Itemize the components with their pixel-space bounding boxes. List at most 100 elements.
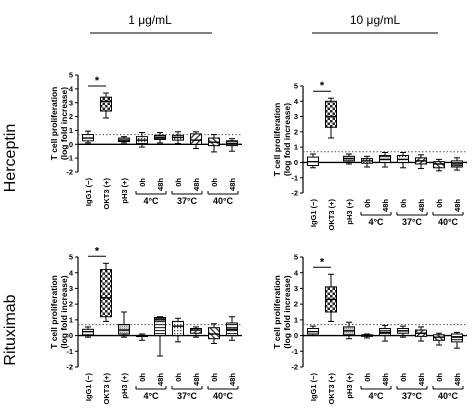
box-body: [100, 269, 112, 318]
y-tick-label: 1: [294, 143, 298, 152]
x-tick-label: 0h: [138, 373, 147, 382]
box-body: [118, 324, 130, 335]
group-label: 37°C: [177, 391, 198, 401]
group-label: 37°C: [402, 217, 423, 227]
box-9: [226, 316, 238, 341]
group-label: 37°C: [402, 391, 423, 401]
x-tick-label: IgG1 (−): [84, 373, 93, 402]
box-body: [100, 96, 112, 112]
group-label: 37°C: [177, 196, 198, 206]
y-tick-label: -1: [66, 154, 73, 163]
box-1: [82, 326, 94, 338]
box-6: [172, 317, 184, 343]
x-tick-label: 0h: [138, 178, 147, 187]
box-9: [226, 138, 238, 152]
group-label: 40°C: [438, 391, 459, 401]
x-tick-label: 48h: [192, 178, 201, 191]
y-tick-label: -2: [66, 363, 73, 372]
box-1: [82, 130, 94, 144]
box-body: [451, 333, 463, 343]
row-label-2: Rituximab: [2, 294, 19, 365]
y-tick-label: 4: [69, 84, 74, 93]
box-3: [118, 311, 130, 338]
x-tick-label: 48h: [417, 199, 426, 212]
x-tick-label: 48h: [417, 373, 426, 386]
box-5: [154, 132, 166, 144]
x-tick-label: IgG1 (−): [309, 373, 318, 402]
y-tick-label: -1: [291, 173, 298, 182]
group-label: 40°C: [213, 391, 234, 401]
y-tick-label: -2: [291, 363, 298, 372]
box-9: [451, 157, 463, 171]
chart-panel-herceptin-1ug: -2 -1 0 1 2 3 4 5T cell proliferation(log fold …: [49, 71, 242, 210]
y-tick-label: 3: [294, 112, 298, 121]
box-4: [136, 333, 148, 341]
x-tick-label: 0h: [210, 178, 219, 187]
box-4: [361, 333, 373, 339]
y-tick-label: 2: [294, 127, 298, 136]
y-tick-label: 1: [69, 126, 73, 135]
box-7: [190, 131, 202, 149]
box-1: [307, 325, 319, 337]
y-tick-label: 0: [69, 140, 73, 149]
box-6: [397, 325, 409, 338]
box-4: [361, 155, 373, 168]
x-tick-label: 48h: [453, 373, 462, 386]
x-tick-label: 48h: [156, 373, 165, 386]
box-3: [343, 153, 355, 165]
row-label-1: Herceptin: [2, 124, 19, 192]
box-5: [379, 151, 391, 168]
y-tick-label: 2: [294, 300, 298, 309]
box-4: [136, 132, 148, 148]
box-3: [343, 321, 355, 340]
chart-panel-rituximab-10ug: -2 -1 0 1 2 3 4 5 T cell proliferation(log fold …: [272, 253, 467, 405]
box-body: [172, 320, 184, 337]
significance-star: *: [320, 80, 325, 92]
box-2: [325, 97, 337, 139]
y-tick-label: 4: [294, 97, 299, 106]
y-tick-label: 3: [294, 284, 298, 293]
group-label: 4°C: [368, 217, 384, 227]
x-tick-label: 0h: [399, 199, 408, 208]
x-tick-label: pH3 (+): [345, 373, 354, 399]
x-tick-label: IgG1 (−): [309, 199, 318, 228]
box-8: [208, 134, 220, 153]
x-tick-label: OKT3 (+): [327, 373, 336, 405]
x-tick-label: IgG1 (−): [84, 178, 93, 207]
y-axis-label: T cell proliferation(log fold increase): [49, 87, 69, 161]
y-tick-label: 2: [69, 300, 73, 309]
significance-star: *: [320, 256, 325, 268]
column-header-2: 10 μg/mL: [350, 13, 401, 27]
box-8: [208, 323, 220, 344]
x-tick-label: 48h: [381, 199, 390, 212]
x-tick-label: 48h: [156, 178, 165, 191]
chart-panel-herceptin-10ug: -2 -1 0 1 2 3 4 5 T cell proliferation(log fold …: [272, 80, 467, 230]
chart-panel-rituximab-1ug: -2 -1 0 1 2 3 4 5 T cell proliferation(log fold …: [49, 245, 242, 404]
x-tick-label: 0h: [435, 199, 444, 208]
y-tick-label: 4: [294, 268, 299, 277]
y-tick-label: 2: [69, 112, 73, 121]
y-tick-label: 5: [294, 253, 298, 262]
box-5: [154, 316, 166, 357]
box-1: [307, 153, 319, 169]
y-tick-label: -1: [66, 347, 73, 356]
x-tick-label: 0h: [174, 178, 183, 187]
group-label: 4°C: [143, 196, 159, 206]
box-3: [118, 136, 130, 144]
box-8: [433, 332, 445, 346]
group-label: 4°C: [143, 391, 159, 401]
x-tick-label: pH3 (+): [345, 199, 354, 225]
x-tick-label: 48h: [228, 373, 237, 386]
x-tick-label: OKT3 (+): [102, 178, 111, 210]
y-axis-label: T cell proliferation(log fold increase): [272, 103, 292, 177]
significance-star: *: [95, 245, 100, 257]
box-2: [100, 262, 112, 322]
box-7: [190, 326, 202, 338]
box-body: [154, 317, 166, 337]
x-tick-label: 48h: [192, 373, 201, 386]
y-tick-label: -1: [291, 347, 298, 356]
box-body: [190, 133, 202, 145]
y-tick-label: 4: [69, 268, 74, 277]
box-body: [325, 100, 337, 128]
box-body: [190, 328, 202, 334]
